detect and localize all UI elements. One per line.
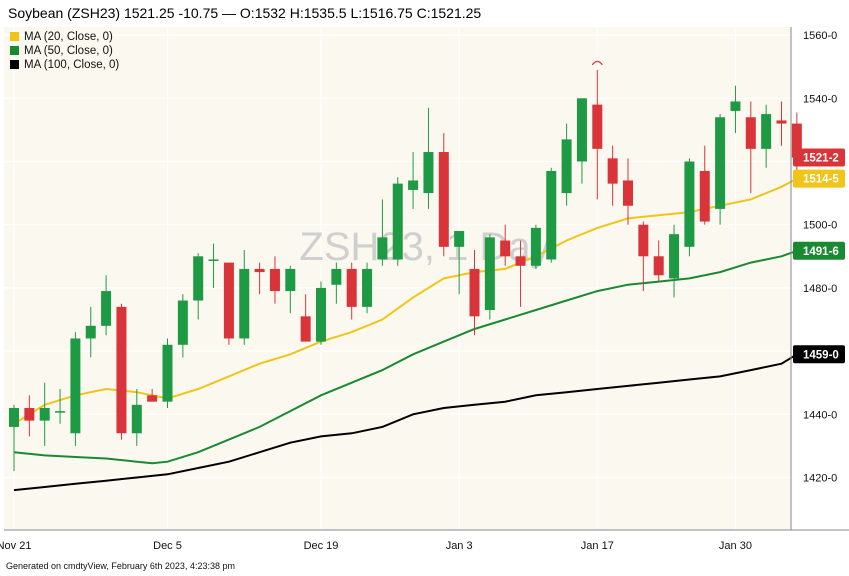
candle-body [147, 395, 158, 402]
watermark: ZSH23, 1 Day [299, 225, 550, 269]
candle-body [423, 152, 434, 194]
candle-body [530, 227, 541, 266]
candle-body [70, 338, 81, 434]
candle-body [469, 268, 480, 317]
x-tick-label: Jan 17 [581, 540, 614, 552]
y-tick-label: 1540-0 [803, 93, 837, 105]
candle-body [9, 407, 19, 427]
candle-body [561, 139, 572, 194]
candle-body [638, 224, 649, 257]
candle-body [116, 306, 127, 434]
candle-body [730, 101, 741, 111]
x-tick-label: Dec 19 [304, 540, 339, 552]
candle-body [193, 256, 204, 301]
price-badge-label: 1459-0 [803, 349, 839, 361]
candle-body [285, 268, 296, 292]
legend-swatch [10, 60, 19, 69]
candle-body [346, 268, 357, 307]
candle-body [791, 123, 802, 158]
candle-body [515, 256, 526, 266]
candle-body [438, 152, 449, 247]
candle-body [684, 161, 695, 247]
price-badge [793, 241, 845, 260]
price-badge [793, 345, 845, 364]
candle-body [454, 231, 465, 247]
candle-body [316, 287, 326, 342]
y-tick-label: 1480-0 [803, 283, 837, 295]
x-tick-label: Dec 5 [153, 540, 182, 552]
plot-background [4, 27, 791, 530]
price-axis-background [791, 27, 848, 530]
candle-body [208, 259, 219, 261]
legend-swatch [10, 32, 19, 41]
candle-body [269, 268, 280, 292]
candle-body [377, 237, 388, 260]
legend-label: MA (20, Close, 0) [24, 31, 113, 43]
candle-body [715, 117, 726, 209]
candle-body [653, 256, 664, 276]
footer-note: Generated on cmdtyView, February 6th 202… [6, 561, 235, 571]
candle-body [623, 180, 633, 206]
legend-swatch [10, 46, 19, 55]
candle-body [484, 237, 495, 311]
candle-body [300, 316, 311, 342]
candle-body [669, 234, 680, 279]
candle-body [223, 262, 234, 339]
candle-body [362, 268, 373, 307]
price-badge [793, 148, 845, 167]
candle-body [331, 268, 342, 285]
ma-line-0 [13, 177, 798, 425]
candle-body [85, 325, 96, 339]
candle-body [131, 404, 142, 434]
price-badge-label: 1491-6 [803, 246, 839, 258]
chart-title: Soybean (ZSH23) 1521.25 -10.75 — O:1532 … [8, 5, 482, 21]
y-tick-label: 1440-0 [803, 409, 837, 421]
legend-label: MA (100, Close, 0) [24, 59, 119, 71]
candle-body [162, 344, 173, 402]
y-tick-label: 1560-0 [803, 30, 837, 42]
candle-body [607, 158, 618, 184]
candle-body [576, 98, 587, 162]
x-tick-label: Jan 30 [719, 540, 752, 552]
candle-body [55, 411, 66, 413]
price-badge-label: 1521-2 [803, 153, 839, 165]
x-tick-label: Nov 21 [0, 540, 31, 552]
candle-body [39, 407, 50, 421]
candle-body [239, 268, 250, 339]
price-badge [793, 169, 845, 188]
candle-body [254, 268, 265, 273]
candle-body [101, 291, 112, 326]
legend-label: MA (50, Close, 0) [24, 45, 113, 57]
candle-body [177, 300, 188, 345]
price-badge-label: 1514-5 [803, 174, 839, 186]
ma-line-2 [13, 353, 798, 492]
x-tick-label: Jan 3 [446, 540, 473, 552]
y-tick-label: 1420-0 [803, 473, 837, 485]
candle-body [500, 240, 511, 257]
candle-body [699, 170, 710, 222]
candle-body [24, 407, 35, 421]
candle-body [745, 117, 756, 149]
candle-body [408, 180, 419, 190]
y-tick-label: 1500-0 [803, 220, 837, 232]
high-marker [591, 60, 603, 66]
candle-body [392, 183, 403, 260]
candle-body [776, 120, 787, 124]
candle-body [546, 170, 557, 260]
candle-body [761, 114, 772, 149]
candle-body [592, 104, 603, 149]
